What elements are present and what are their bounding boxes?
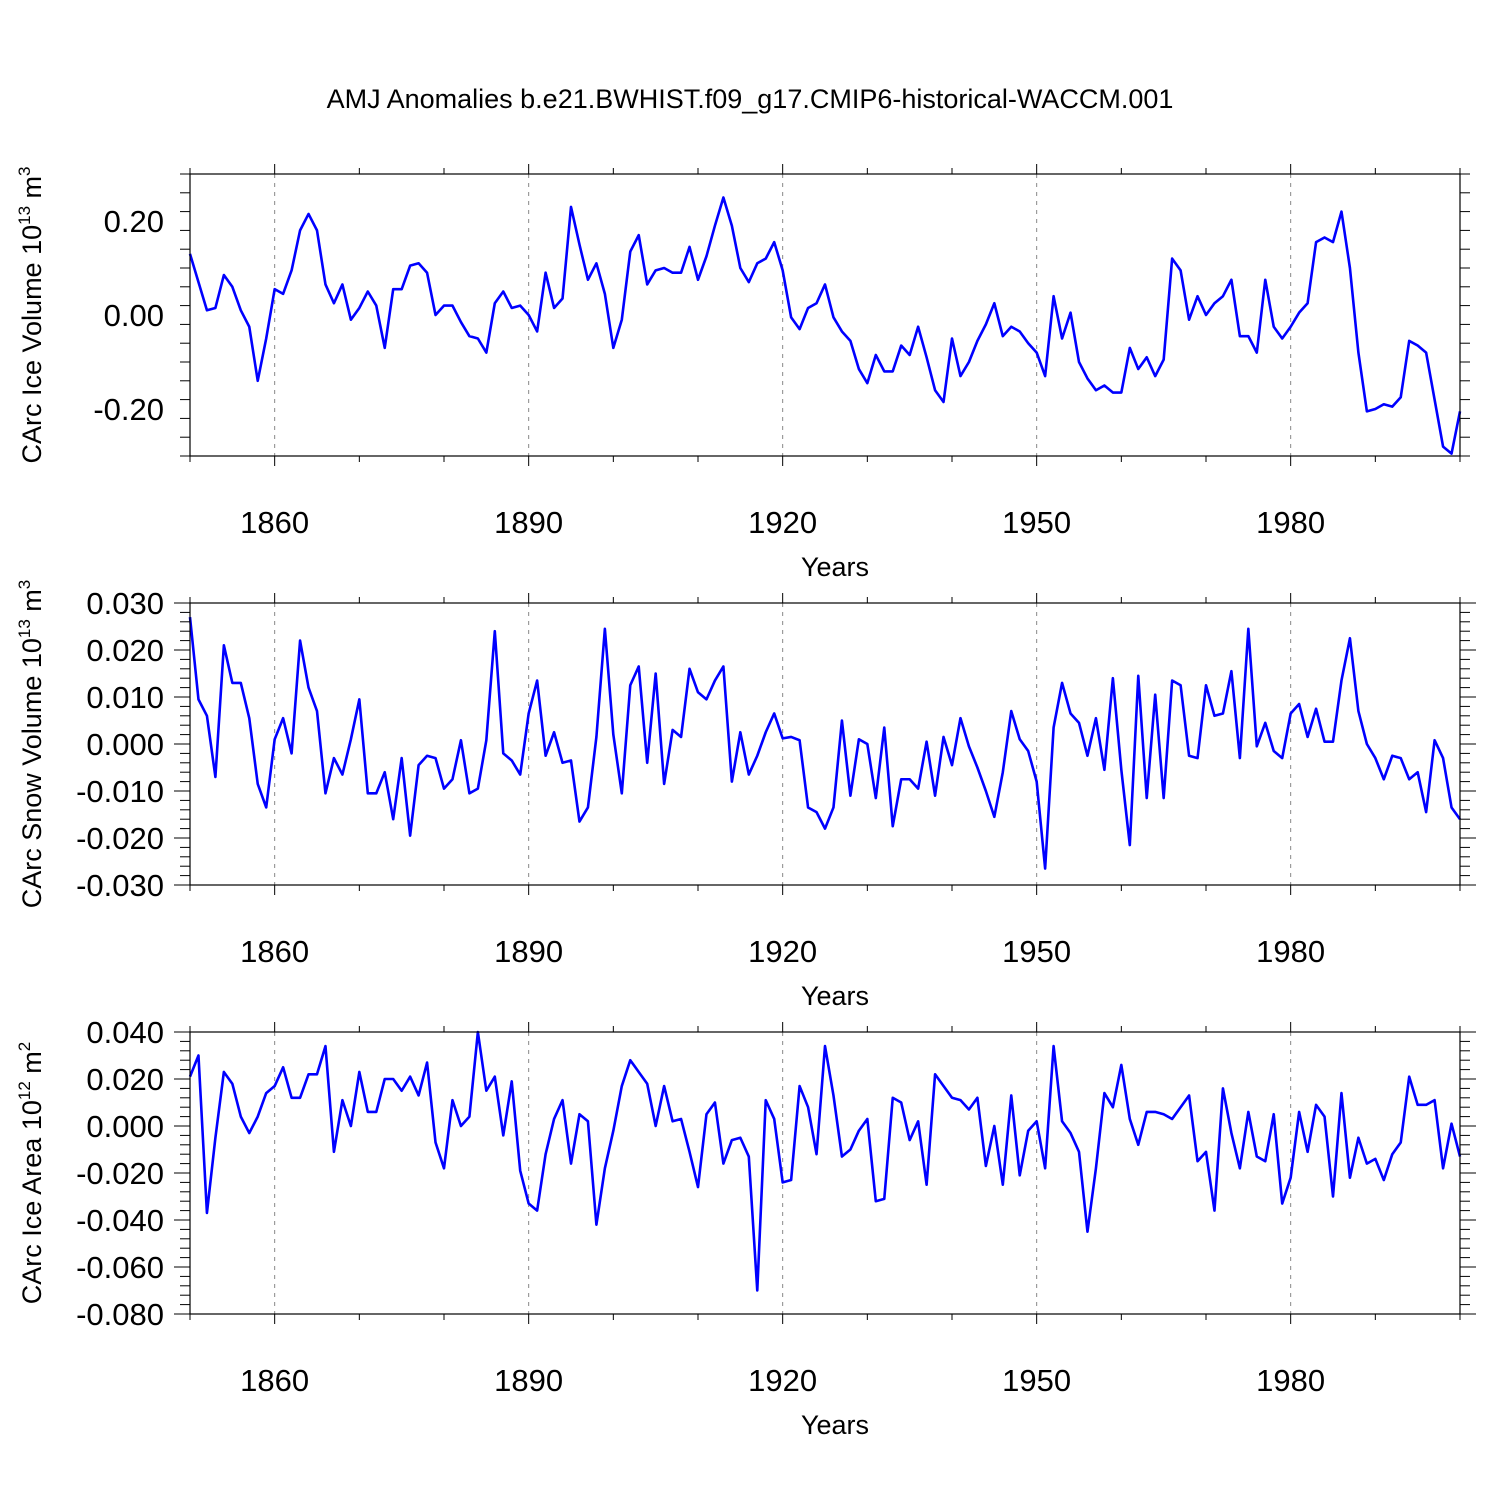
- x-tick-label: 1920: [748, 505, 817, 540]
- y-tick-label: 0.030: [86, 586, 164, 621]
- x-axis-title: Years: [801, 552, 869, 582]
- y-tick-label: -0.060: [76, 1250, 164, 1285]
- x-tick-label: 1860: [240, 1363, 309, 1398]
- x-tick-label: 1890: [494, 505, 563, 540]
- y-tick-label: -0.020: [76, 1156, 164, 1191]
- series-line: [188, 1030, 1462, 1292]
- x-axis-title: Years: [801, 1410, 869, 1440]
- x-tick-label: 1890: [494, 1363, 563, 1398]
- y-axis-title: CArc Snow Volume 1013 m3: [15, 580, 47, 909]
- x-tick-label: 1890: [494, 934, 563, 969]
- x-tick-label: 1920: [748, 1363, 817, 1398]
- series-line: [188, 196, 1462, 455]
- plot-frame: [189, 602, 1461, 886]
- y-tick-label: 0.000: [86, 1109, 164, 1144]
- y-tick-label: 0.020: [86, 633, 164, 668]
- x-tick-label: 1860: [240, 934, 309, 969]
- chart-panel-3: -0.080 -0.060 -0.040 -0.020 0.000 0.020 0.040 1…: [15, 1015, 1476, 1440]
- y-tick-label: -0.080: [76, 1297, 164, 1332]
- x-tick-label: 1980: [1256, 505, 1325, 540]
- y-tick-label: -0.030: [76, 868, 164, 903]
- y-tick-label: -0.20: [93, 392, 164, 427]
- plot-frame: [189, 173, 1461, 457]
- y-tick-label: 0.040: [86, 1015, 164, 1050]
- chart-panel-2: -0.030 -0.020 -0.010 0.000 0.010 0.020 0.030 18…: [15, 580, 1476, 1011]
- x-axis-title: Years: [801, 981, 869, 1011]
- page-title: AMJ Anomalies b.e21.BWHIST.f09_g17.CMIP6…: [326, 84, 1174, 114]
- y-axis-title: CArc Ice Area 1012 m2: [15, 1042, 47, 1305]
- y-tick-label: 0.020: [86, 1062, 164, 1097]
- y-tick-label: 0.010: [86, 680, 164, 715]
- x-tick-label: 1920: [748, 934, 817, 969]
- plot-frame: [189, 1031, 1461, 1315]
- chart-panel-1: -0.20 0.00 0.20 1860 1890 1920 1950 1980 Years CA…: [15, 164, 1470, 582]
- y-tick-label: -0.020: [76, 821, 164, 856]
- x-tick-label: 1950: [1002, 505, 1071, 540]
- y-tick-label: 0.00: [104, 298, 164, 333]
- x-tick-label: 1860: [240, 505, 309, 540]
- x-tick-label: 1980: [1256, 934, 1325, 969]
- series-line: [188, 616, 1462, 870]
- x-tick-label: 1980: [1256, 1363, 1325, 1398]
- y-axis-title: CArc Ice Volume 1013 m3: [15, 166, 47, 463]
- x-tick-label: 1950: [1002, 1363, 1071, 1398]
- y-tick-label: -0.040: [76, 1203, 164, 1238]
- y-tick-label: -0.010: [76, 774, 164, 809]
- y-tick-label: 0.000: [86, 727, 164, 762]
- x-tick-label: 1950: [1002, 934, 1071, 969]
- y-tick-label: 0.20: [104, 204, 164, 239]
